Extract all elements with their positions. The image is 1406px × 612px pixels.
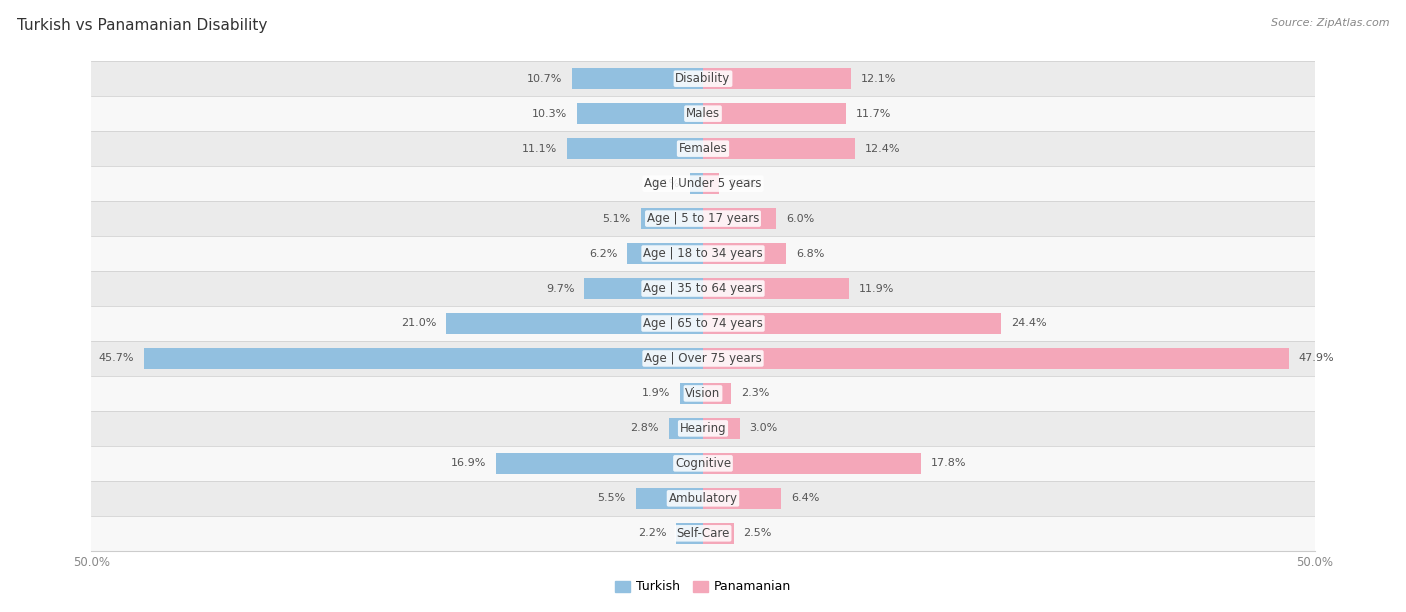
Bar <box>679 383 703 404</box>
Text: 6.2%: 6.2% <box>589 248 617 258</box>
Bar <box>91 481 1315 516</box>
Bar <box>703 208 776 229</box>
Text: 1.3%: 1.3% <box>728 179 756 188</box>
Bar <box>91 376 1315 411</box>
Text: 11.9%: 11.9% <box>858 283 894 294</box>
Bar <box>91 271 1315 306</box>
Bar <box>576 103 703 124</box>
Text: 12.4%: 12.4% <box>865 144 900 154</box>
Bar <box>91 61 1315 96</box>
Bar <box>703 453 921 474</box>
Bar <box>91 446 1315 481</box>
Text: 6.4%: 6.4% <box>792 493 820 503</box>
Text: 6.0%: 6.0% <box>786 214 814 223</box>
Bar <box>703 138 855 159</box>
Text: 2.8%: 2.8% <box>630 424 659 433</box>
Bar <box>627 243 703 264</box>
Bar <box>91 516 1315 551</box>
Text: 2.3%: 2.3% <box>741 389 769 398</box>
Bar <box>703 68 851 89</box>
Bar <box>446 313 703 334</box>
Bar <box>91 411 1315 446</box>
Text: Source: ZipAtlas.com: Source: ZipAtlas.com <box>1271 18 1389 28</box>
Bar <box>91 341 1315 376</box>
Bar <box>703 103 846 124</box>
Text: Females: Females <box>679 142 727 155</box>
Bar <box>703 313 1001 334</box>
Bar <box>703 243 786 264</box>
Bar <box>703 418 740 439</box>
Bar <box>91 96 1315 131</box>
Bar <box>703 523 734 544</box>
Text: Cognitive: Cognitive <box>675 457 731 470</box>
Bar <box>572 68 703 89</box>
Text: 1.1%: 1.1% <box>651 179 679 188</box>
Text: Age | 5 to 17 years: Age | 5 to 17 years <box>647 212 759 225</box>
Text: 1.9%: 1.9% <box>641 389 671 398</box>
Text: 2.2%: 2.2% <box>638 528 666 539</box>
Bar <box>703 488 782 509</box>
Text: Self-Care: Self-Care <box>676 527 730 540</box>
Text: 10.3%: 10.3% <box>531 109 567 119</box>
Text: Age | 35 to 64 years: Age | 35 to 64 years <box>643 282 763 295</box>
Text: Disability: Disability <box>675 72 731 85</box>
Text: Age | 65 to 74 years: Age | 65 to 74 years <box>643 317 763 330</box>
Text: Turkish vs Panamanian Disability: Turkish vs Panamanian Disability <box>17 18 267 34</box>
Bar <box>676 523 703 544</box>
Bar <box>91 236 1315 271</box>
Bar <box>585 278 703 299</box>
Text: 11.1%: 11.1% <box>522 144 557 154</box>
Bar <box>91 201 1315 236</box>
Bar <box>91 131 1315 166</box>
Bar <box>636 488 703 509</box>
Text: Age | 18 to 34 years: Age | 18 to 34 years <box>643 247 763 260</box>
Bar <box>641 208 703 229</box>
Text: 17.8%: 17.8% <box>931 458 966 468</box>
Text: 9.7%: 9.7% <box>546 283 575 294</box>
Bar <box>689 173 703 194</box>
Text: 12.1%: 12.1% <box>860 73 896 84</box>
Bar <box>669 418 703 439</box>
Text: 16.9%: 16.9% <box>451 458 486 468</box>
Bar <box>703 278 849 299</box>
Text: Hearing: Hearing <box>679 422 727 435</box>
Legend: Turkish, Panamanian: Turkish, Panamanian <box>610 575 796 599</box>
Text: 2.5%: 2.5% <box>744 528 772 539</box>
Text: 21.0%: 21.0% <box>401 318 436 329</box>
Text: 5.5%: 5.5% <box>598 493 626 503</box>
Text: 3.0%: 3.0% <box>749 424 778 433</box>
Text: Vision: Vision <box>685 387 721 400</box>
Bar <box>703 348 1289 369</box>
Bar <box>91 306 1315 341</box>
Bar <box>703 173 718 194</box>
Bar <box>567 138 703 159</box>
Text: 45.7%: 45.7% <box>98 354 134 364</box>
Bar <box>143 348 703 369</box>
Bar <box>91 166 1315 201</box>
Text: Age | Under 5 years: Age | Under 5 years <box>644 177 762 190</box>
Text: Age | Over 75 years: Age | Over 75 years <box>644 352 762 365</box>
Bar <box>703 383 731 404</box>
Text: 47.9%: 47.9% <box>1299 354 1334 364</box>
Text: 10.7%: 10.7% <box>527 73 562 84</box>
Text: 5.1%: 5.1% <box>603 214 631 223</box>
Bar <box>496 453 703 474</box>
Text: 6.8%: 6.8% <box>796 248 824 258</box>
Text: 24.4%: 24.4% <box>1011 318 1047 329</box>
Text: 11.7%: 11.7% <box>856 109 891 119</box>
Text: Males: Males <box>686 107 720 120</box>
Text: Ambulatory: Ambulatory <box>668 492 738 505</box>
